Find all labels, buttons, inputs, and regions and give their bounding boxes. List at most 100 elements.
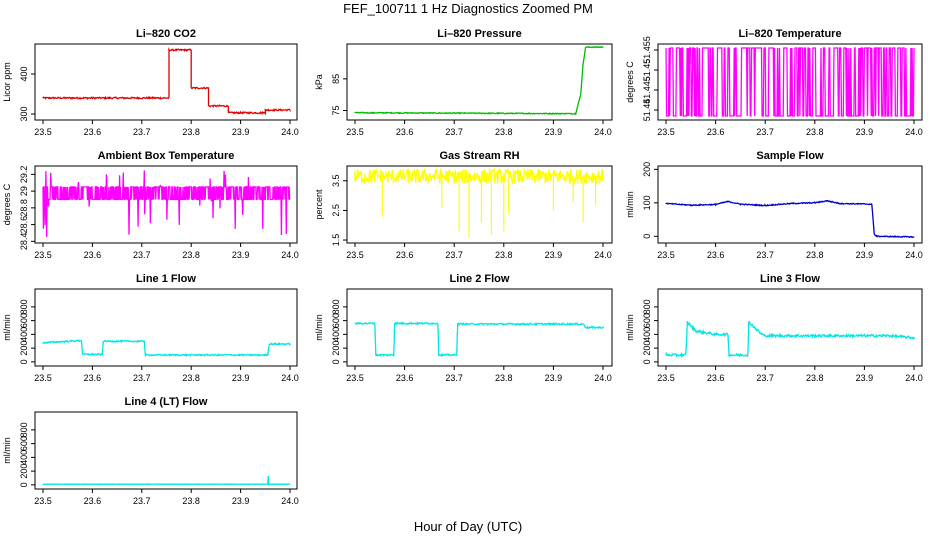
series-line [665,320,915,359]
x-tick-label: 23.6 [396,250,414,260]
y-axis-label: ml/min [625,314,635,341]
panel-line3: Line 3 Flow ml/min 23.5 23.6 23.7 23.8 23.9 24.… [625,273,923,383]
x-tick-label: 23.9 [232,496,250,506]
x-tick-label: 23.7 [133,250,151,260]
x-tick-label: 23.5 [34,127,52,137]
x-tick-label: 23.9 [232,127,250,137]
y-tick-label: 400 [642,327,652,342]
series-line [354,320,604,358]
x-tick-label: 23.8 [182,127,200,137]
x-tick-label: 23.9 [856,127,874,137]
y-axis-label: ml/min [2,314,12,341]
y-tick-label: 400 [19,66,29,81]
y-axis-label: Licor ppm [2,62,12,102]
x-tick-label: 23.5 [346,250,364,260]
y-tick-label: 400 [331,327,341,342]
series-line [665,47,915,117]
x-tick-label: 23.6 [707,250,725,260]
panel-title: Line 1 Flow [136,273,196,285]
x-tick-label: 23.8 [495,127,513,137]
x-tick-label: 24.0 [594,250,612,260]
y-tick-label: 200 [19,464,29,479]
plot-frame [657,165,923,244]
panel-pressure: Li–820 Pressure kPa 23.5 23.6 23.7 23.8 23.9 24… [314,28,613,137]
y-tick-label: 200 [642,341,652,356]
y-tick-label: 85 [331,74,341,84]
y-tick-label: 3.5 [331,175,341,188]
plot-frame [346,43,613,121]
plot-frame [346,288,613,367]
x-tick-label: 23.9 [856,250,874,260]
plot-frame [34,411,298,490]
y-tick-label: 800 [331,299,341,314]
panel-line1: Line 1 Flow ml/min 23.5 23.6 23.7 23.8 23.9 24.… [2,273,299,383]
x-tick-label: 23.8 [182,496,200,506]
y-tick-label: 800 [19,422,29,437]
x-tick-label: 23.7 [133,373,151,383]
y-tick-label: 51.45 [642,59,652,82]
y-tick-label: 2.5 [331,204,341,217]
x-tick-label: 23.7 [445,373,463,383]
series-line [42,170,291,238]
x-tick-label: 23.8 [806,127,824,137]
x-tick-label: 23.7 [445,127,463,137]
panel-title: Line 4 (LT) Flow [125,396,208,408]
panel-co2: Li–820 CO2 Licor ppm 23.5 23.6 23.7 23.8 23.9 2… [2,28,299,137]
x-tick-label: 23.7 [756,127,774,137]
panel-title: Ambient Box Temperature [98,150,235,162]
y-tick-label: 300 [19,106,29,121]
x-tick-label: 23.6 [707,373,725,383]
x-tick-label: 23.6 [84,496,102,506]
x-tick-label: 23.6 [84,373,102,383]
plot-frame [34,288,298,367]
y-tick-label: 0 [642,234,652,239]
panel-rh: Gas Stream RH percent 23.5 23.6 23.7 23.8 23.9… [314,150,613,260]
plot-frame [657,43,923,121]
plot-frame [34,165,298,244]
x-tick-label: 23.8 [495,250,513,260]
y-axis-label: degrees C [2,183,12,225]
x-tick-label: 24.0 [594,373,612,383]
series-line [42,47,291,116]
y-tick-label: 800 [642,299,652,314]
panel-line2: Line 2 Flow ml/min 23.5 23.6 23.7 23.8 23.9 24.… [314,273,613,383]
x-tick-label: 23.7 [756,250,774,260]
y-tick-label: 29.2 [19,166,29,184]
x-tick-label: 23.5 [346,127,364,137]
y-axis-label: kPa [314,74,324,90]
x-tick-label: 24.0 [905,373,923,383]
x-tick-label: 23.5 [346,373,364,383]
x-tick-label: 23.8 [182,373,200,383]
x-tick-label: 23.5 [657,127,675,137]
x-tick-label: 23.5 [657,373,675,383]
y-tick-label: 29 [19,186,29,196]
x-tick-label: 23.7 [133,127,151,137]
y-tick-label: 28.4 [19,233,29,251]
y-tick-label: 600 [331,313,341,328]
y-tick-label: 100 [642,195,652,210]
y-tick-label: 0 [19,359,29,364]
x-tick-label: 23.6 [396,373,414,383]
figure-xlabel: Hour of Day (UTC) [414,519,522,534]
plot-frame [657,288,923,367]
y-tick-label: 200 [19,341,29,356]
x-tick-label: 23.9 [545,373,563,383]
x-tick-label: 23.6 [707,127,725,137]
y-tick-label: 51.44 [642,99,652,122]
x-tick-label: 23.5 [34,496,52,506]
panels: Li–820 CO2 Licor ppm 23.5 23.6 23.7 23.8 23.9 2… [2,28,923,506]
x-tick-label: 23.7 [756,373,774,383]
y-tick-label: 600 [642,313,652,328]
panel-title: Line 3 Flow [760,273,820,285]
x-tick-label: 23.6 [84,127,102,137]
y-tick-label: 75 [331,105,341,115]
y-tick-label: 800 [19,299,29,314]
x-tick-label: 23.9 [856,373,874,383]
y-tick-label: 0 [19,482,29,487]
y-axis-label: ml/min [625,191,635,218]
y-tick-label: 0 [642,359,652,364]
y-tick-label: 28.6 [19,216,29,234]
x-tick-label: 23.5 [34,373,52,383]
x-tick-label: 23.9 [545,250,563,260]
